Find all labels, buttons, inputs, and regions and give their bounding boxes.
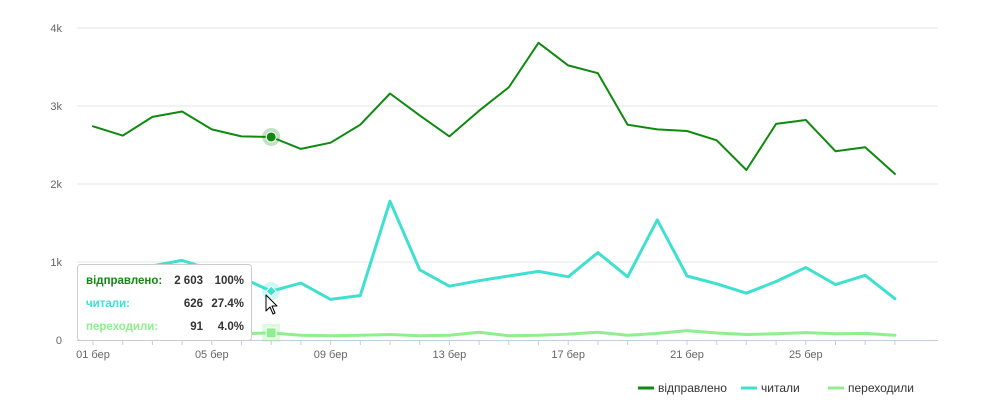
y-tick-label: 4k	[50, 23, 62, 35]
x-tick-label: 13 бер	[433, 349, 467, 361]
grid	[77, 27, 938, 263]
x-tick-label: 05 бер	[195, 349, 229, 361]
tooltip: відправлено: 2 603 100% читали: 626 27.4% пере…	[77, 264, 252, 341]
tooltip-value: 626	[184, 298, 203, 310]
x-tick-label: 01 бер	[76, 349, 110, 361]
legend-item: переходили	[848, 381, 914, 395]
y-axis-labels: 0 1k 2k 3k 4k	[50, 23, 62, 347]
x-tick-label: 09 бер	[314, 349, 348, 361]
x-tick-label: 25 бер	[789, 349, 823, 361]
mouse-cursor-icon	[265, 294, 278, 315]
series-line	[92, 41, 896, 175]
y-tick-label: 2k	[50, 179, 62, 191]
y-tick-label: 0	[56, 335, 62, 347]
y-tick-label: 1k	[50, 257, 62, 269]
tooltip-label: відправлено:	[86, 275, 162, 287]
cursor-arrow	[265, 294, 278, 315]
x-axis: 01 бер 05 бер 09 бер 13 бер 17 бер 21 бер 25 б…	[76, 340, 938, 361]
tooltip-percent: 100%	[215, 275, 244, 287]
hover-point	[265, 285, 277, 297]
tooltip-label: читали:	[86, 298, 130, 310]
tooltip-value: 91	[190, 321, 203, 333]
x-tick-label: 21 бер	[670, 349, 704, 361]
tooltip-percent: 27.4%	[211, 298, 244, 310]
legend-item: відправлено	[658, 381, 727, 395]
tooltip-percent: 4.0%	[218, 321, 244, 333]
hover-point	[265, 131, 277, 143]
legend-item: читали	[761, 381, 800, 395]
hover-markers	[262, 127, 281, 342]
x-tick-label: 17 бер	[551, 349, 585, 361]
y-tick-label: 3k	[50, 101, 62, 113]
legend: відправлено читали переходили	[638, 381, 914, 395]
tooltip-value: 2 603	[174, 275, 203, 287]
hover-point	[265, 327, 277, 339]
tooltip-box	[77, 264, 252, 341]
tooltip-label: переходили:	[86, 321, 158, 333]
